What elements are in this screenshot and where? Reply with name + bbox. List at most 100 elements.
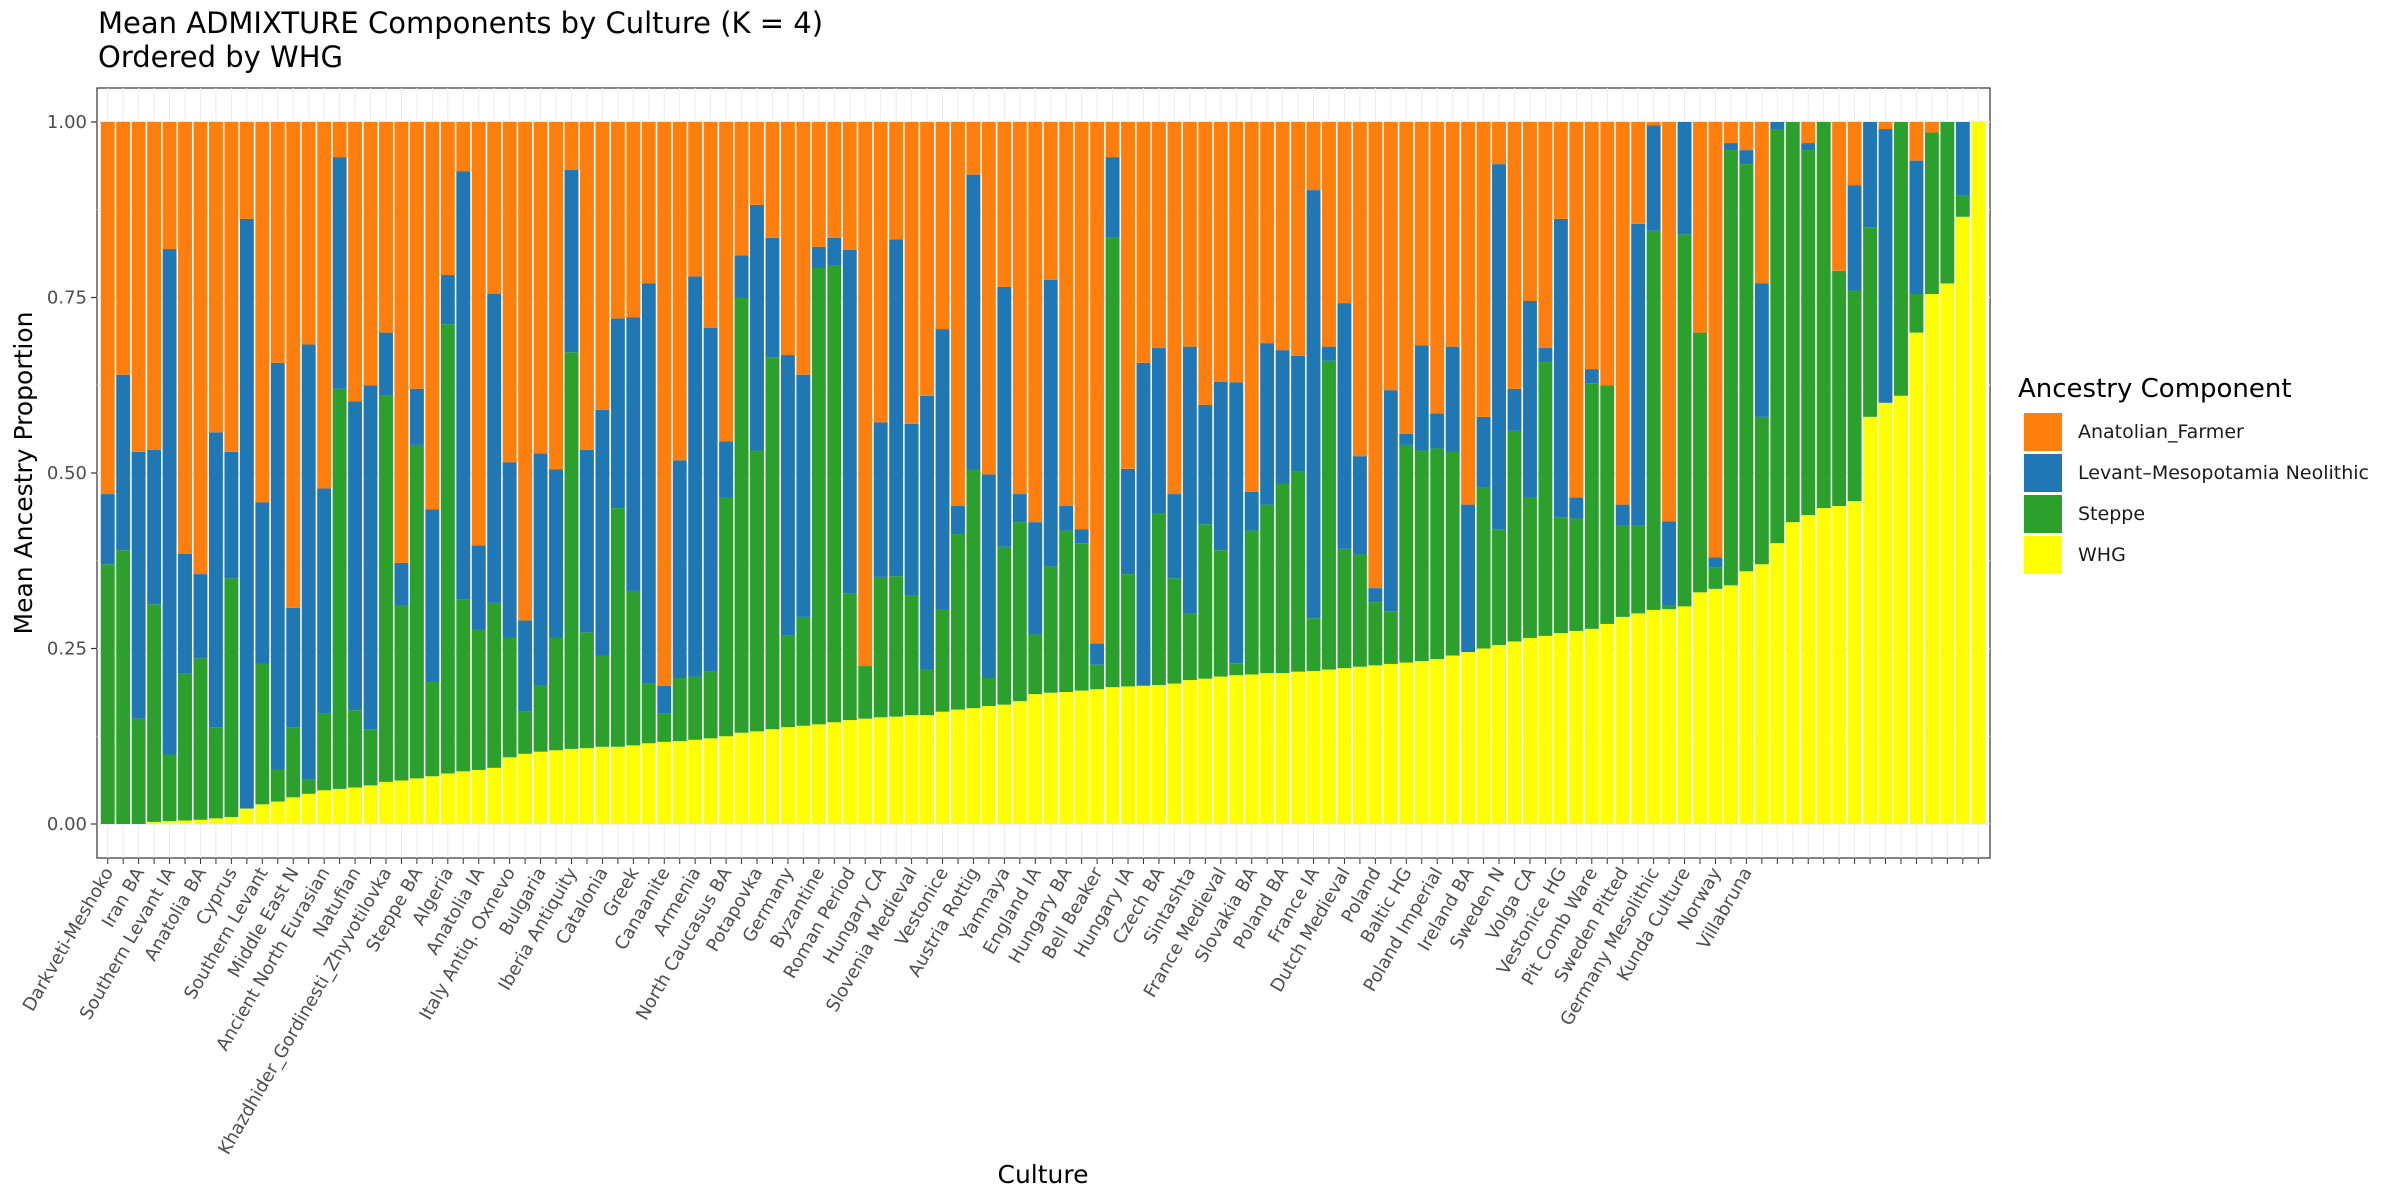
bar-segment	[626, 317, 641, 591]
bar-segment	[1677, 122, 1692, 235]
bar-segment	[317, 713, 332, 791]
bar-segment	[1492, 644, 1506, 824]
bar-segment	[1012, 494, 1027, 523]
bar-segment	[224, 816, 239, 824]
bar-segment	[147, 122, 162, 450]
legend-swatch	[2024, 495, 2062, 533]
bar-segment	[719, 441, 734, 498]
bar-segment	[1662, 122, 1677, 522]
bar-segment	[1770, 543, 1785, 824]
bar-segment	[1229, 663, 1244, 676]
bar-segment	[1028, 634, 1043, 695]
bar-segment	[858, 666, 873, 719]
bar-segment	[1693, 332, 1707, 593]
bar-segment	[1430, 413, 1445, 449]
bar-segment	[580, 122, 594, 450]
bar-segment	[1569, 518, 1584, 631]
bar-segment	[394, 604, 409, 781]
bar-segment	[1507, 641, 1522, 824]
bar-segment	[394, 562, 409, 605]
bar-segment	[1801, 143, 1816, 151]
bar-segment	[363, 729, 378, 786]
bar-segment	[533, 751, 548, 824]
bar-segment	[1646, 125, 1661, 231]
bar-segment	[1940, 122, 1955, 284]
bar-segment	[1182, 680, 1197, 824]
bar-segment	[208, 727, 223, 819]
bar-segment	[1028, 522, 1043, 635]
bar-segment	[842, 249, 857, 594]
bar-segment	[301, 779, 316, 794]
bar-segment	[440, 122, 455, 276]
bar-segment	[1105, 687, 1120, 824]
bar-segment	[626, 122, 641, 318]
bar-segment	[425, 776, 440, 824]
bar-segment	[131, 451, 146, 719]
bar-segment	[317, 488, 332, 714]
bar-segment	[1399, 662, 1414, 824]
bar-segment	[672, 677, 687, 742]
bar-segment	[1399, 122, 1414, 434]
bar-segment	[920, 669, 935, 716]
bar-segment	[131, 122, 146, 452]
bar-segment	[672, 122, 687, 461]
bar-segment	[1955, 216, 1970, 824]
bar-segment	[1909, 160, 1924, 294]
bar-segment	[1059, 505, 1074, 531]
bar-segment	[610, 318, 625, 509]
y-tick-label: 1.00	[47, 112, 87, 133]
bar-segment	[1878, 122, 1893, 130]
bar-segment	[734, 732, 749, 824]
bar-segment	[286, 727, 301, 798]
bar-segment	[239, 808, 254, 824]
bar-segment	[719, 497, 734, 737]
bar-segment	[1352, 666, 1367, 824]
bar-segment	[1723, 585, 1738, 824]
bar-segment	[255, 502, 270, 664]
bar-segment	[456, 771, 471, 824]
legend-title: Ancestry Component	[2018, 374, 2292, 404]
bar-segment	[1476, 487, 1491, 649]
bar-segment	[1600, 385, 1615, 624]
bar-segment	[1646, 609, 1661, 824]
bar-segment	[811, 246, 826, 269]
bar-segment	[1322, 346, 1336, 361]
bar-segment	[502, 462, 517, 638]
bar-segment	[1368, 122, 1383, 589]
bar-segment	[1553, 218, 1568, 518]
bar-segment	[1306, 618, 1321, 671]
bar-segment	[456, 171, 471, 600]
bar-segment	[1059, 122, 1074, 506]
bar-segment	[1322, 360, 1336, 670]
bar-segment	[1909, 332, 1924, 824]
bar-segment	[1909, 293, 1924, 333]
bar-segment	[873, 422, 888, 577]
bar-segment	[270, 801, 285, 824]
bar-segment	[1244, 674, 1259, 824]
bar-segment	[239, 218, 254, 809]
bar-segment	[1492, 529, 1506, 645]
bar-segment	[1662, 521, 1677, 606]
bar-segment	[440, 773, 455, 824]
y-axis-title: Mean Ancestry Proportion	[9, 312, 38, 635]
bar-segment	[1043, 692, 1058, 824]
bar-segment	[394, 122, 409, 563]
bar-segment	[1136, 122, 1151, 363]
bar-segment	[1275, 673, 1290, 824]
bar-segment	[920, 395, 935, 670]
bar-segment	[1352, 456, 1367, 555]
bar-segment	[981, 677, 996, 707]
bar-segment	[1894, 395, 1908, 824]
bar-segment	[610, 746, 625, 824]
bar-segment	[1801, 122, 1816, 144]
bar-segment	[1275, 122, 1290, 351]
bar-segment	[1337, 303, 1352, 549]
bar-segment	[1600, 122, 1615, 386]
bar-segment	[1754, 416, 1769, 565]
bar-segment	[1615, 525, 1630, 617]
bar-segment	[363, 785, 378, 824]
bar-segment	[502, 757, 517, 824]
bar-segment	[549, 637, 563, 751]
bar-segment	[162, 122, 177, 250]
